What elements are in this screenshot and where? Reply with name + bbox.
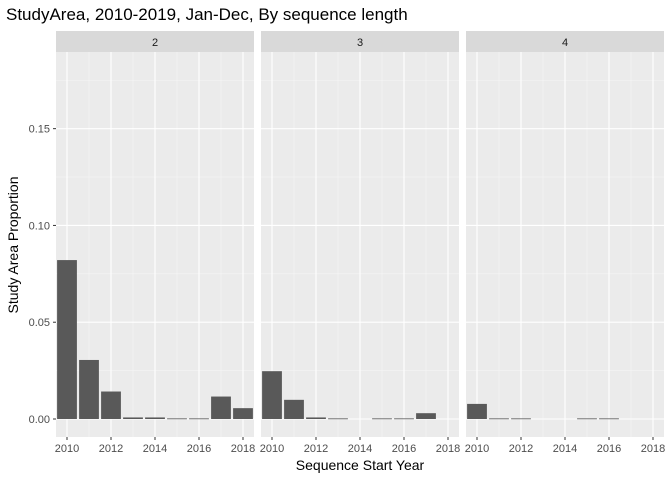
bar (467, 403, 487, 419)
y-tick-label: 0.15 (29, 124, 50, 136)
x-tick-label: 2018 (641, 443, 665, 455)
x-tick-label: 2014 (553, 443, 577, 455)
bar (394, 418, 414, 420)
bar (233, 408, 253, 419)
x-tick-label: 2012 (99, 443, 123, 455)
bar (79, 359, 99, 419)
x-tick-label: 2012 (304, 443, 328, 455)
y-tick-label: 0.05 (29, 317, 50, 329)
x-tick-label: 2016 (392, 443, 416, 455)
x-tick-label: 2016 (187, 443, 211, 455)
facet-strip (466, 31, 664, 52)
bar (167, 418, 187, 420)
facet-strip-label: 2 (152, 37, 158, 49)
bar (123, 417, 143, 419)
x-tick-label: 2012 (509, 443, 533, 455)
facet-strip-label: 4 (562, 37, 568, 49)
x-tick-label: 2014 (143, 443, 167, 455)
y-axis-title: Study Area Proportion (5, 177, 21, 314)
x-tick-label: 2018 (231, 443, 255, 455)
bar (284, 399, 304, 419)
x-tick-label: 2014 (348, 443, 372, 455)
chart-title: StudyArea, 2010-2019, Jan-Dec, By sequen… (6, 5, 408, 24)
x-axis-title: Sequence Start Year (296, 457, 425, 473)
bar (189, 418, 209, 420)
facet-strip-label: 3 (357, 37, 363, 49)
bar (577, 418, 597, 420)
facet-panel-3: 3 2010 2012 2014 2016 2018 (260, 31, 460, 455)
x-tick-label: 2018 (436, 443, 460, 455)
bar (489, 418, 509, 420)
x-tick-label: 2010 (55, 443, 79, 455)
y-tick-label: 0.00 (29, 414, 50, 426)
bar (262, 371, 282, 419)
bar (599, 418, 619, 420)
facet-strip (56, 31, 254, 52)
bar (306, 417, 326, 419)
bar (211, 396, 231, 419)
bar (511, 418, 531, 420)
bar (328, 418, 348, 420)
bar (416, 413, 436, 419)
bar (101, 391, 121, 419)
x-tick-label: 2010 (465, 443, 489, 455)
bar (145, 417, 165, 419)
y-tick-label: 0.10 (29, 220, 50, 232)
bar (372, 418, 392, 420)
facet-panel-2: 2 2010 2012 2014 2016 2018 (55, 31, 255, 455)
bar (57, 260, 77, 419)
facet-strip (261, 31, 459, 52)
plot-layer: 2 2010 2012 2014 2016 2018 3 2010 2012 2014 2016 20… (29, 31, 665, 455)
x-tick-label: 2010 (260, 443, 284, 455)
x-tick-label: 2016 (597, 443, 621, 455)
facet-panel-4: 4 2010 2012 2014 2016 2018 (465, 31, 665, 455)
